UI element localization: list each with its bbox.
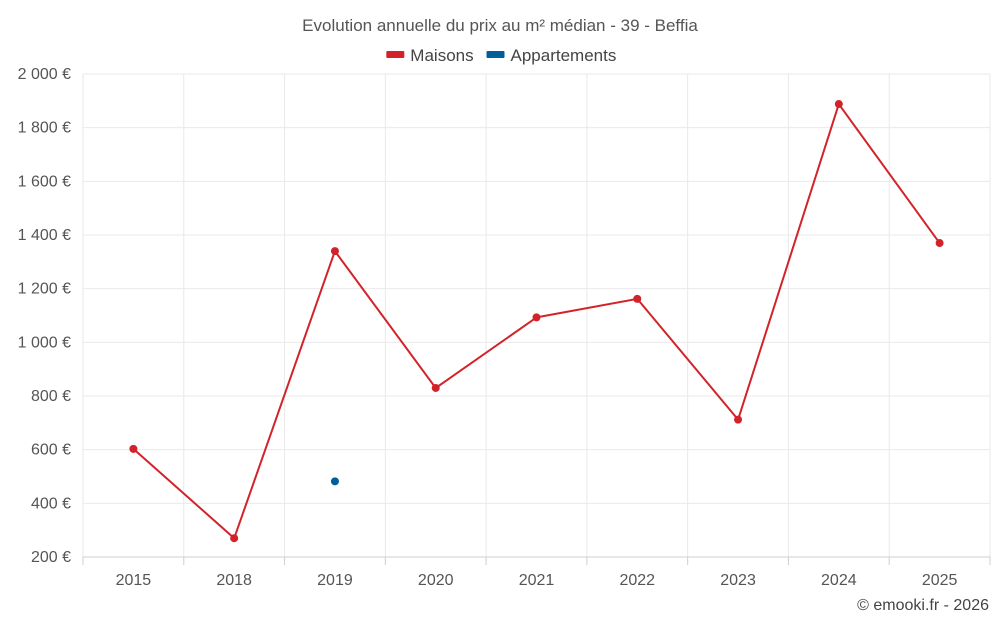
data-point[interactable]: [532, 313, 541, 322]
legend-item-appartements[interactable]: Appartements: [486, 46, 617, 65]
x-tick-label: 2025: [922, 572, 958, 589]
x-tick-label: 2018: [216, 572, 252, 589]
y-tick-label: 1 600 €: [18, 173, 71, 190]
axes: 200 € 400 € 600 € 800 € 1 000 € 1 200 € 1 400 …: [18, 66, 991, 589]
x-tick-label: 2015: [116, 572, 152, 589]
chart-title: Evolution annuelle du prix au m² médian …: [302, 16, 698, 35]
credit-text: © emooki.fr - 2026: [857, 597, 989, 614]
x-tick-label: 2024: [821, 572, 857, 589]
y-tick-label: 1 800 €: [18, 120, 71, 137]
data-point[interactable]: [431, 383, 440, 392]
x-tick-label: 2022: [619, 572, 655, 589]
x-tick-label: 2021: [519, 572, 555, 589]
y-tick-label: 1 000 €: [18, 334, 71, 351]
legend-swatch: [386, 51, 405, 58]
y-tick-label: 1 400 €: [18, 227, 71, 244]
grid: [82, 73, 991, 557]
series-appartements: [330, 477, 339, 486]
legend-label: Maisons: [410, 46, 473, 65]
y-tick-label: 1 200 €: [18, 281, 71, 298]
series-maisons: [129, 100, 944, 543]
x-tick-label: 2020: [418, 572, 454, 589]
legend: Maisons Appartements: [386, 46, 616, 65]
y-tick-label: 200 €: [31, 549, 71, 566]
y-tick-label: 600 €: [31, 442, 71, 459]
x-tick-label: 2019: [317, 572, 353, 589]
data-point[interactable]: [633, 294, 642, 303]
legend-swatch: [486, 51, 505, 58]
data-point[interactable]: [935, 239, 944, 248]
x-tick-label: 2023: [720, 572, 756, 589]
data-point[interactable]: [330, 477, 339, 486]
y-tick-label: 800 €: [31, 388, 71, 405]
data-point[interactable]: [230, 534, 239, 543]
y-tick-label: 2 000 €: [18, 66, 71, 83]
data-point[interactable]: [734, 415, 743, 424]
legend-item-maisons[interactable]: Maisons: [386, 46, 474, 65]
legend-label: Appartements: [511, 46, 617, 65]
y-tick-label: 400 €: [31, 495, 71, 512]
data-point[interactable]: [330, 247, 339, 256]
data-point[interactable]: [834, 100, 843, 109]
series-layer: [129, 100, 944, 543]
data-point[interactable]: [129, 444, 138, 453]
